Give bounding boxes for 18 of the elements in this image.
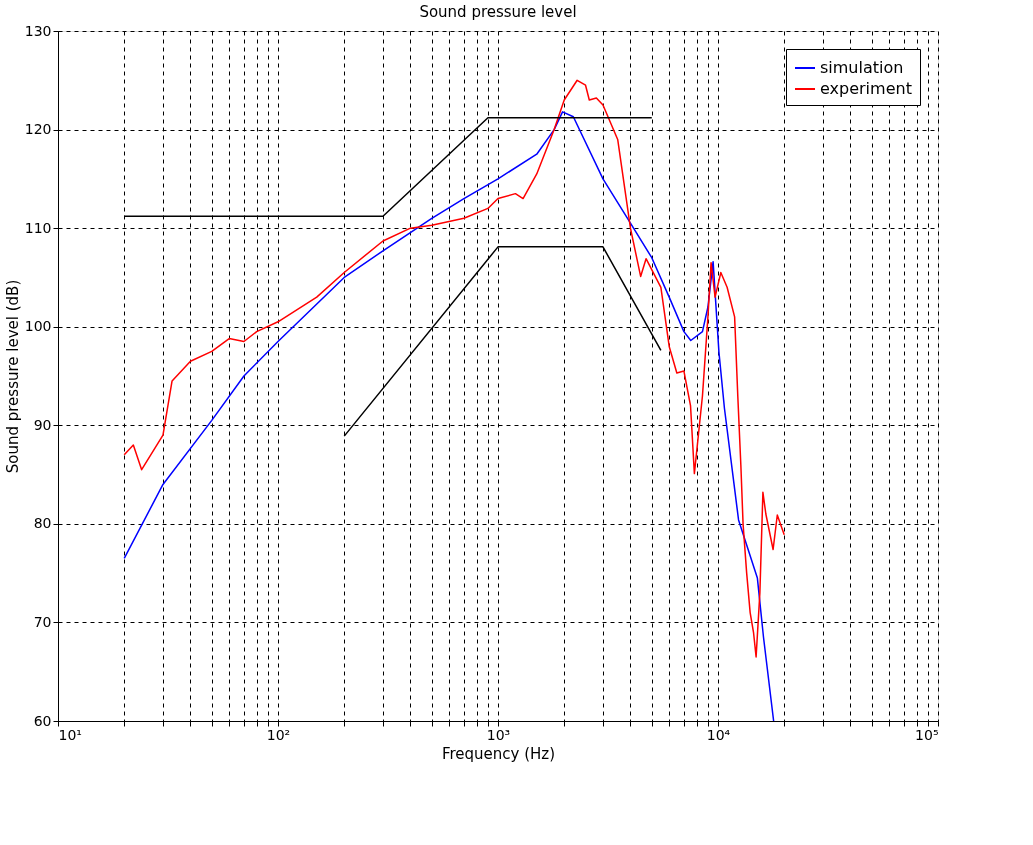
x-tick-label: 10² xyxy=(266,726,291,743)
y-tick-label: 70 xyxy=(33,613,52,630)
x-tick-label: 10⁵ xyxy=(915,726,939,743)
y-tick-label: 60 xyxy=(33,712,52,729)
x-tick-label: 10¹ xyxy=(58,726,82,743)
y-axis-title: Sound pressure level (dB) xyxy=(3,279,22,474)
y-tick-label: 80 xyxy=(33,515,52,532)
y-tick-label: 120 xyxy=(24,121,52,138)
legend-label: simulation xyxy=(820,58,904,77)
y-tick-label: 110 xyxy=(24,219,52,236)
chart-title: Sound pressure level xyxy=(419,3,577,21)
y-tick-label: 90 xyxy=(33,416,52,433)
legend-label: experiment xyxy=(820,79,912,98)
x-tick-label: 10³ xyxy=(486,726,511,743)
y-tick-label: 100 xyxy=(24,318,52,335)
x-axis-title: Frequency (Hz) xyxy=(441,744,556,763)
y-tick-label: 130 xyxy=(24,22,52,39)
x-tick-label: 10⁴ xyxy=(706,726,731,743)
